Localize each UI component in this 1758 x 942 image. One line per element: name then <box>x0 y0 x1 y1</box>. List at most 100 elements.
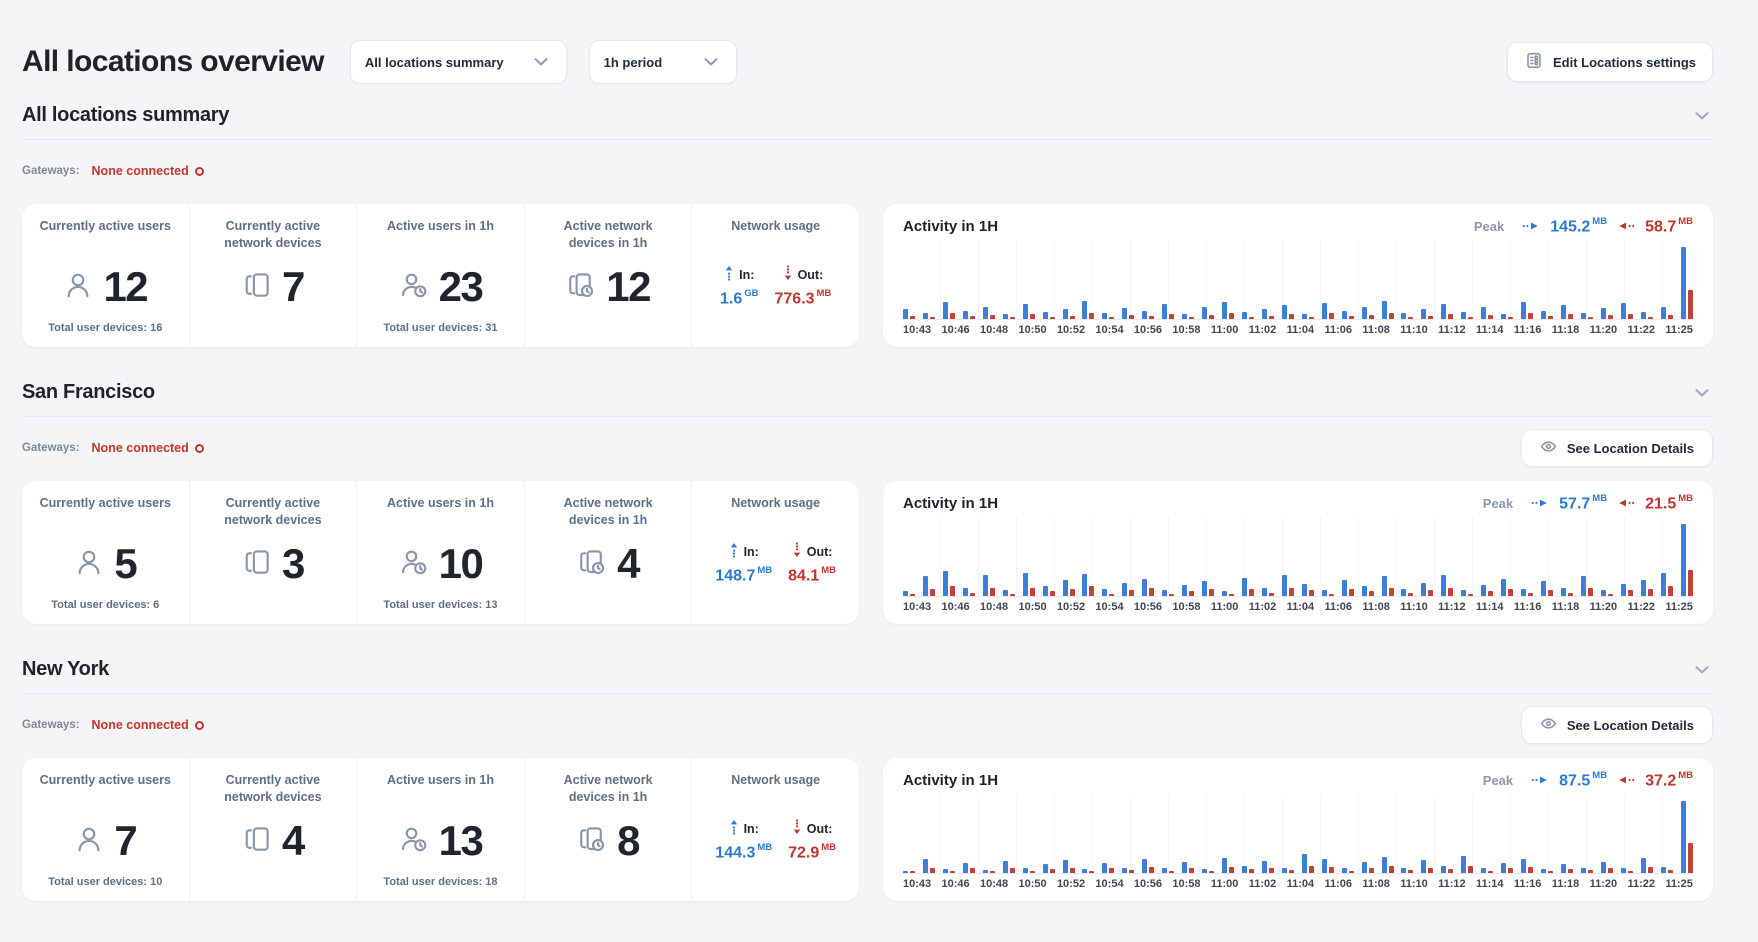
x-axis-tick-label: 11:12 <box>1438 601 1466 614</box>
activity-bar-pair <box>1441 575 1454 597</box>
out-bar <box>1029 870 1035 874</box>
activity-bar-pair <box>1281 575 1294 597</box>
in-bar <box>942 302 948 320</box>
x-axis-tick-label: 11:00 <box>1210 601 1239 614</box>
section-collapse-chevron-icon[interactable] <box>1691 108 1713 124</box>
x-axis-tick-label: 10:48 <box>979 324 1009 337</box>
in-bar <box>1401 313 1407 320</box>
section-collapse-chevron-icon[interactable] <box>1691 662 1713 678</box>
out-bar <box>1328 866 1334 874</box>
stat-footnote: Total user devices: 16 <box>48 322 163 334</box>
peak-in-value: 57.7 MB <box>1559 493 1608 513</box>
x-axis-tick-label: 11:08 <box>1362 878 1390 891</box>
period-dropdown[interactable]: 1h period <box>588 40 738 84</box>
x-axis-tick-label: 10:52 <box>1056 601 1086 614</box>
activity-bar-pair <box>1301 583 1314 597</box>
activity-bar-pair <box>1082 573 1095 597</box>
in-bar <box>1620 868 1626 874</box>
x-axis-tick-label: 10:48 <box>979 601 1009 614</box>
x-axis-tick-label: 11:14 <box>1476 324 1504 337</box>
activity-bar-pair <box>1022 868 1035 874</box>
gateways-label: Gateways: <box>22 442 80 454</box>
section-collapse-chevron-icon[interactable] <box>1691 385 1713 401</box>
out-bar <box>1368 591 1374 597</box>
in-bar <box>1321 303 1327 320</box>
cards-row: Currently active users 5 Total user devi… <box>22 481 1713 624</box>
x-axis-tick-label: 11:00 <box>1210 878 1239 891</box>
x-axis-tick-label: 10:54 <box>1095 601 1124 614</box>
activity-bar-pair <box>1241 577 1254 597</box>
x-axis-tick-label: 11:22 <box>1627 601 1656 614</box>
out-bar <box>1288 587 1294 597</box>
x-axis-tick-label: 11:08 <box>1362 324 1390 337</box>
peak-label: Peak <box>1482 496 1514 512</box>
activity-bar-pair <box>1102 313 1115 320</box>
in-bar <box>1680 524 1686 597</box>
section-heading: New York <box>22 658 109 680</box>
activity-bar-pair <box>922 313 935 320</box>
activity-bar-pair <box>962 587 975 597</box>
devices-icon <box>242 824 272 859</box>
activity-bar-pair <box>1680 801 1693 874</box>
peak-out-arrow-icon <box>1617 495 1635 513</box>
in-bar <box>1481 585 1487 597</box>
activity-bar-pair <box>1521 859 1534 874</box>
out-bar <box>1109 593 1115 597</box>
see-location-details-button[interactable]: See Location Details <box>1520 706 1713 744</box>
out-bar <box>1149 587 1155 597</box>
in-bar <box>1660 572 1666 597</box>
activity-bar-pair <box>1162 868 1175 874</box>
network-in-label: In: <box>743 544 759 559</box>
peak-label: Peak <box>1473 219 1505 235</box>
stat-value: 12 <box>606 263 651 310</box>
section-subheader: Gateways: None connected <box>22 152 1713 190</box>
in-bar <box>982 870 988 874</box>
activity-bar-pair <box>1202 581 1215 597</box>
edit-locations-settings-button[interactable]: Edit Locations settings <box>1506 42 1713 82</box>
stat-label: Active users in 1h <box>386 773 494 787</box>
activity-bar-pair <box>1321 858 1334 874</box>
stat-card-active-users-1h: Active users in 1h 10 Total user devices… <box>357 481 525 624</box>
out-bar <box>929 867 935 874</box>
out-bar <box>1488 591 1494 597</box>
stat-footnote: Total user devices: 13 <box>383 599 498 611</box>
out-bar <box>1009 317 1015 320</box>
activity-chart-title: Activity in 1H <box>903 772 999 790</box>
network-in-label: In: <box>739 267 755 282</box>
x-axis-tick-label: 11:16 <box>1513 878 1542 891</box>
stat-label: Currently active network devices <box>224 496 322 527</box>
download-arrow-icon <box>792 819 802 838</box>
in-bar <box>1261 587 1267 597</box>
stat-card-active-network-devices-1h: Active network devices in 1h 8 <box>525 758 693 901</box>
in-bar <box>1002 861 1008 874</box>
activity-bar-pair <box>1062 580 1075 597</box>
activity-bar-pair <box>1361 861 1374 874</box>
in-bar <box>1441 575 1447 597</box>
out-bar <box>1667 870 1673 874</box>
activity-bar-pair <box>1281 305 1294 320</box>
out-bar <box>1348 316 1354 320</box>
network-out-label: Out: <box>806 544 833 559</box>
network-out-value: 72.9 MB <box>788 842 837 862</box>
in-bar <box>1182 585 1188 597</box>
in-bar <box>1620 583 1626 597</box>
network-in-column: In: 148.7 MB <box>715 542 772 585</box>
x-axis-tick-label: 11:04 <box>1286 601 1315 614</box>
summary-dropdown[interactable]: All locations summary <box>349 40 567 84</box>
out-bar <box>1488 870 1494 874</box>
in-bar <box>1461 856 1467 874</box>
x-axis-tick-label: 10:52 <box>1056 878 1086 891</box>
in-bar <box>1142 578 1148 597</box>
see-location-details-label: See Location Details <box>1566 440 1694 456</box>
activity-bar-pair <box>1062 860 1075 874</box>
network-in-value: 1.6 GB <box>720 288 759 308</box>
x-axis-tick-label: 10:58 <box>1172 601 1201 614</box>
out-bar <box>1548 316 1553 320</box>
x-axis-tick-label: 11:14 <box>1476 878 1504 891</box>
out-bar <box>1129 870 1135 874</box>
peak-in-arrow-icon <box>1522 218 1540 236</box>
stat-label: Active network devices in 1h <box>563 773 653 804</box>
activity-bar-pair <box>1660 307 1673 320</box>
see-location-details-button[interactable]: See Location Details <box>1520 429 1713 467</box>
in-bar <box>1261 861 1267 874</box>
